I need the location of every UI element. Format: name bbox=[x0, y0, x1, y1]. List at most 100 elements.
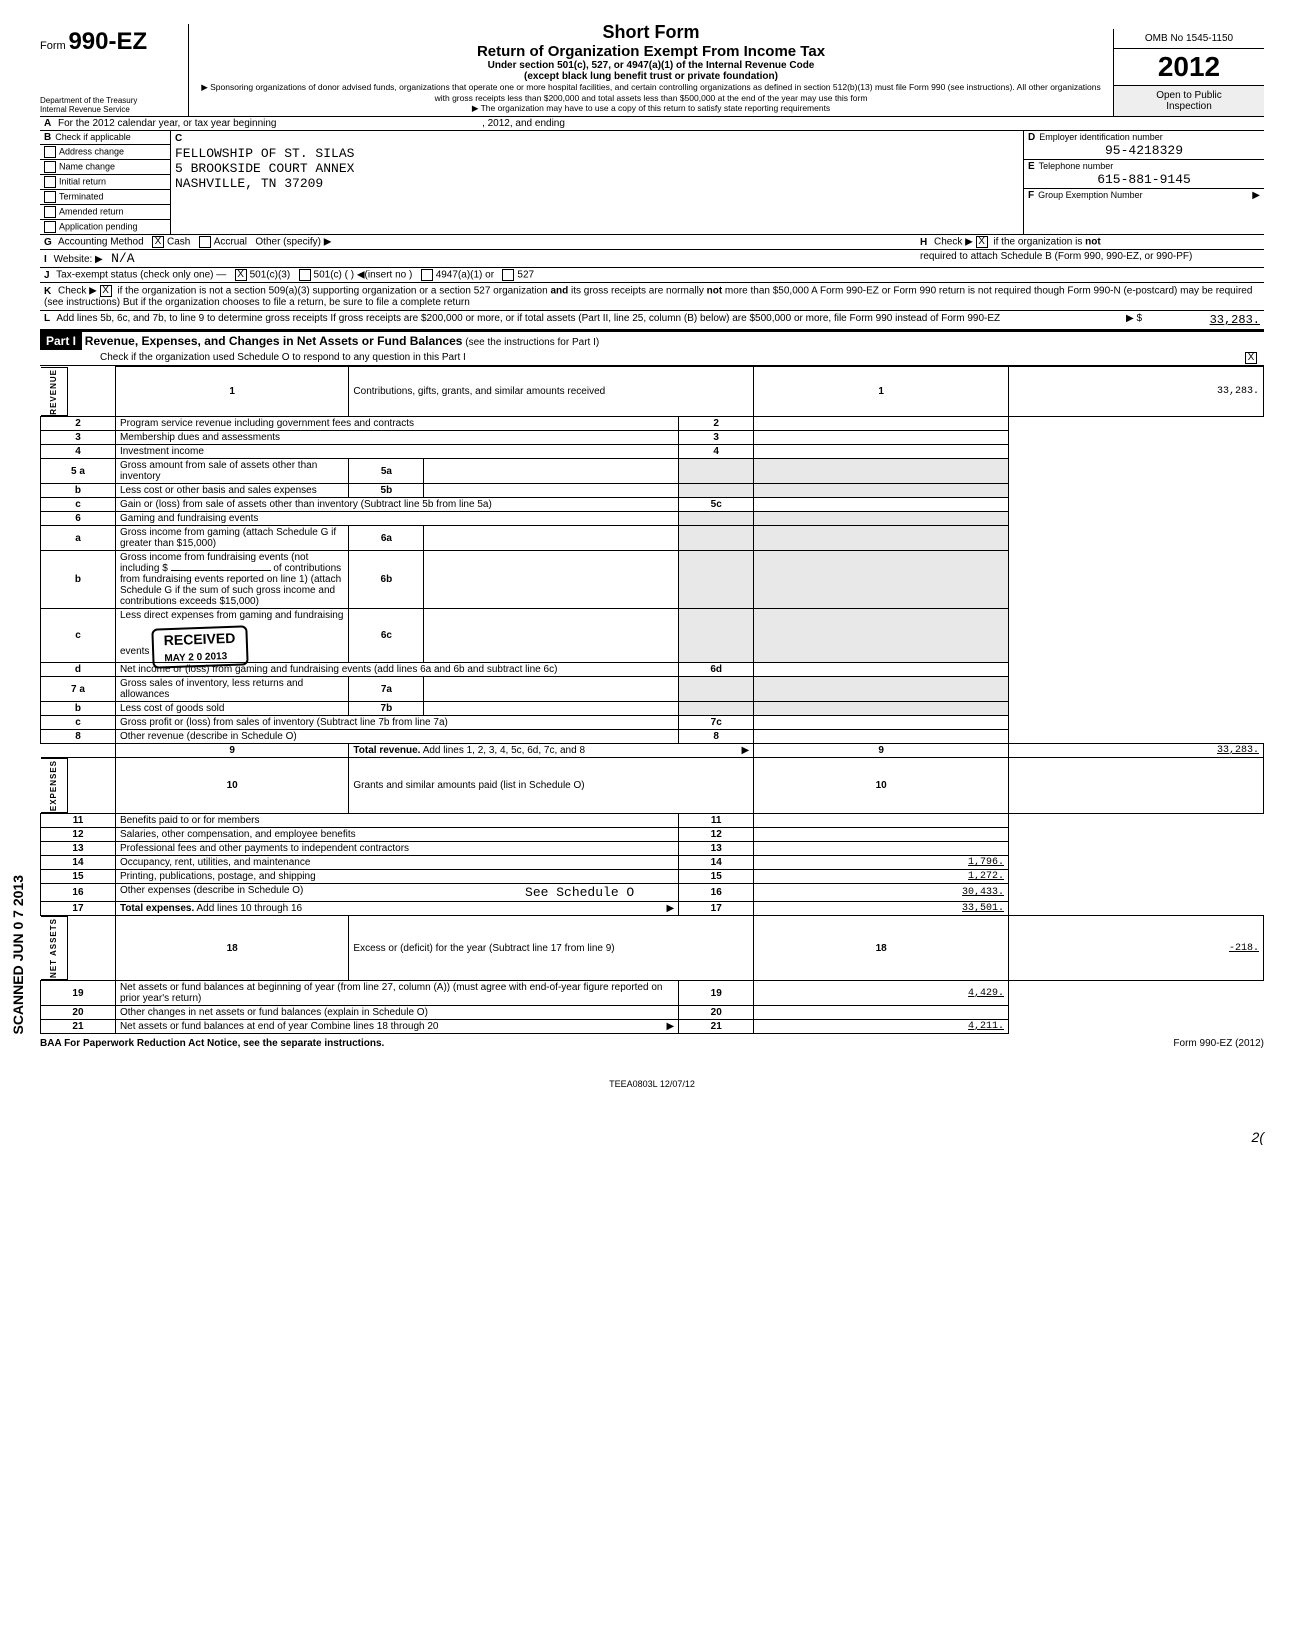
ln20-amt bbox=[754, 1006, 1009, 1020]
b-header: Check if applicable bbox=[55, 132, 131, 142]
ln16-amt: 30,433. bbox=[754, 884, 1009, 902]
l-text: Add lines 5b, 6c, and 7b, to line 9 to d… bbox=[56, 313, 1000, 324]
title-line1: Under section 501(c), 527, or 4947(a)(1)… bbox=[195, 60, 1107, 71]
ln6a-label: Gross income from gaming (attach Schedul… bbox=[115, 526, 348, 551]
chk-h[interactable]: X bbox=[976, 236, 988, 248]
ln6c-col bbox=[679, 609, 754, 663]
ln6c-n: c bbox=[41, 609, 116, 663]
entity-block: BCheck if applicable Address change Name… bbox=[40, 131, 1264, 235]
i-label: Website: ▶ bbox=[54, 254, 103, 265]
stamp-scanned: SCANNED JUN 0 7 2013 bbox=[10, 875, 26, 1035]
ln16-extra: See Schedule O bbox=[525, 885, 634, 900]
telephone: 615-881-9145 bbox=[1028, 172, 1260, 187]
line-g-h: G Accounting Method XCash Accrual Other … bbox=[40, 235, 1264, 250]
ln21-amt: 4,211. bbox=[754, 1020, 1009, 1034]
footer-baa: BAA For Paperwork Reduction Act Notice, … bbox=[40, 1038, 384, 1049]
chk-k[interactable]: X bbox=[100, 285, 112, 297]
ln4-label: Investment income bbox=[115, 445, 678, 459]
ln7b-label: Less cost of goods sold bbox=[115, 702, 348, 716]
ln5a-label: Gross amount from sale of assets other t… bbox=[115, 459, 348, 484]
ln2-amt bbox=[754, 417, 1009, 431]
ln3-n: 3 bbox=[41, 431, 116, 445]
ln2-col: 2 bbox=[679, 417, 754, 431]
line-l: L Add lines 5b, 6c, and 7b, to line 9 to… bbox=[40, 311, 1264, 330]
title-bullet2: ▶ The organization may have to use a cop… bbox=[195, 103, 1107, 114]
chk-527[interactable] bbox=[502, 269, 514, 281]
j-c: 501(c) ( bbox=[314, 270, 348, 281]
ln7b-mid: 7b bbox=[349, 702, 424, 716]
title-bullet1: ▶ Sponsoring organizations of donor advi… bbox=[195, 82, 1107, 103]
ln7b-amt bbox=[754, 702, 1009, 716]
ln6-label: Gaming and fundraising events bbox=[115, 512, 678, 526]
chk-address-change[interactable] bbox=[44, 146, 56, 158]
g-cash: Cash bbox=[167, 237, 190, 248]
ln21-label-cell: Net assets or fund balances at end of ye… bbox=[115, 1020, 678, 1034]
ln5a-amt bbox=[754, 459, 1009, 484]
ln13-n: 13 bbox=[41, 842, 116, 856]
chk-501c3[interactable]: X bbox=[235, 269, 247, 281]
ln7c-label: Gross profit or (loss) from sales of inv… bbox=[115, 716, 678, 730]
ln20-col: 20 bbox=[679, 1006, 754, 1020]
ln17-label: Total expenses. bbox=[120, 903, 194, 914]
ln5b-amt bbox=[754, 484, 1009, 498]
ln16-n: 16 bbox=[41, 884, 116, 902]
ln7c-amt bbox=[754, 716, 1009, 730]
ln17-col: 17 bbox=[679, 902, 754, 916]
b-item-5: Application pending bbox=[59, 222, 138, 232]
chk-schedule-o[interactable]: X bbox=[1245, 352, 1257, 364]
chk-name-change[interactable] bbox=[44, 161, 56, 173]
h-text2: if the organization is bbox=[993, 237, 1082, 248]
ln11-n: 11 bbox=[41, 814, 116, 828]
b-item-0: Address change bbox=[59, 147, 124, 157]
ln11-amt bbox=[754, 814, 1009, 828]
j-c3: 501(c)(3) bbox=[250, 270, 291, 281]
chk-amended[interactable] bbox=[44, 206, 56, 218]
section-b: BCheck if applicable Address change Name… bbox=[40, 131, 171, 234]
ln7a-mid: 7a bbox=[349, 677, 424, 702]
stamp-received-date: MAY 2 0 2013 bbox=[164, 651, 227, 664]
org-name: FELLOWSHIP OF ST. SILAS bbox=[175, 132, 1019, 161]
j-insert: ) ◀(insert no ) bbox=[351, 270, 413, 281]
ln6b-col bbox=[679, 551, 754, 609]
chk-4947[interactable] bbox=[421, 269, 433, 281]
dept-line2: Internal Revenue Service bbox=[40, 105, 180, 114]
ein: 95-4218329 bbox=[1028, 143, 1260, 158]
part-i-body: SCANNED JUN 0 7 2013 REVENUE 1 Contribut… bbox=[40, 366, 1264, 1034]
footer-page: 2( bbox=[40, 1129, 1264, 1145]
k-text: if the organization is not a section 509… bbox=[44, 286, 1252, 308]
j-label: Tax-exempt status (check only one) — bbox=[56, 270, 226, 281]
ln17-amt: 33,501. bbox=[754, 902, 1009, 916]
ln8-amt bbox=[754, 730, 1009, 744]
ln15-n: 15 bbox=[41, 870, 116, 884]
ln6c-mid: 6c bbox=[349, 609, 424, 663]
part-i-label: Part I bbox=[40, 332, 82, 350]
footer-formref: Form 990-EZ (2012) bbox=[1173, 1038, 1264, 1049]
ln10-label: Grants and similar amounts paid (list in… bbox=[349, 758, 754, 814]
ln18-label: Excess or (deficit) for the year (Subtra… bbox=[349, 916, 754, 981]
stamp-received: RECEIVED MAY 2 0 2013 bbox=[152, 626, 249, 669]
chk-accrual[interactable] bbox=[199, 236, 211, 248]
ln13-amt bbox=[754, 842, 1009, 856]
ln7a-label: Gross sales of inventory, less returns a… bbox=[115, 677, 348, 702]
ln5c-label: Gain or (loss) from sale of assets other… bbox=[115, 498, 678, 512]
ln7a-n: 7 a bbox=[41, 677, 116, 702]
footer-code: TEEA0803L 12/07/12 bbox=[40, 1079, 1264, 1089]
h-not: not bbox=[1085, 237, 1101, 248]
chk-501c[interactable] bbox=[299, 269, 311, 281]
ln6d-col: 6d bbox=[679, 663, 754, 677]
chk-application-pending[interactable] bbox=[44, 221, 56, 233]
ln5b-mid: 5b bbox=[349, 484, 424, 498]
title-short: Short Form bbox=[195, 22, 1107, 43]
chk-cash[interactable]: X bbox=[152, 236, 164, 248]
b-item-2: Initial return bbox=[59, 177, 106, 187]
ln8-col: 8 bbox=[679, 730, 754, 744]
ln6b-amt bbox=[754, 551, 1009, 609]
ln5a-col bbox=[679, 459, 754, 484]
ln12-n: 12 bbox=[41, 828, 116, 842]
ln6c-label: Less direct expenses from gaming and fun… bbox=[115, 609, 348, 663]
ln16-label: Other expenses (describe in Schedule O) … bbox=[115, 884, 678, 902]
ln6a-midamt bbox=[424, 526, 679, 551]
chk-initial-return[interactable] bbox=[44, 176, 56, 188]
chk-terminated[interactable] bbox=[44, 191, 56, 203]
website: N/A bbox=[111, 251, 134, 266]
